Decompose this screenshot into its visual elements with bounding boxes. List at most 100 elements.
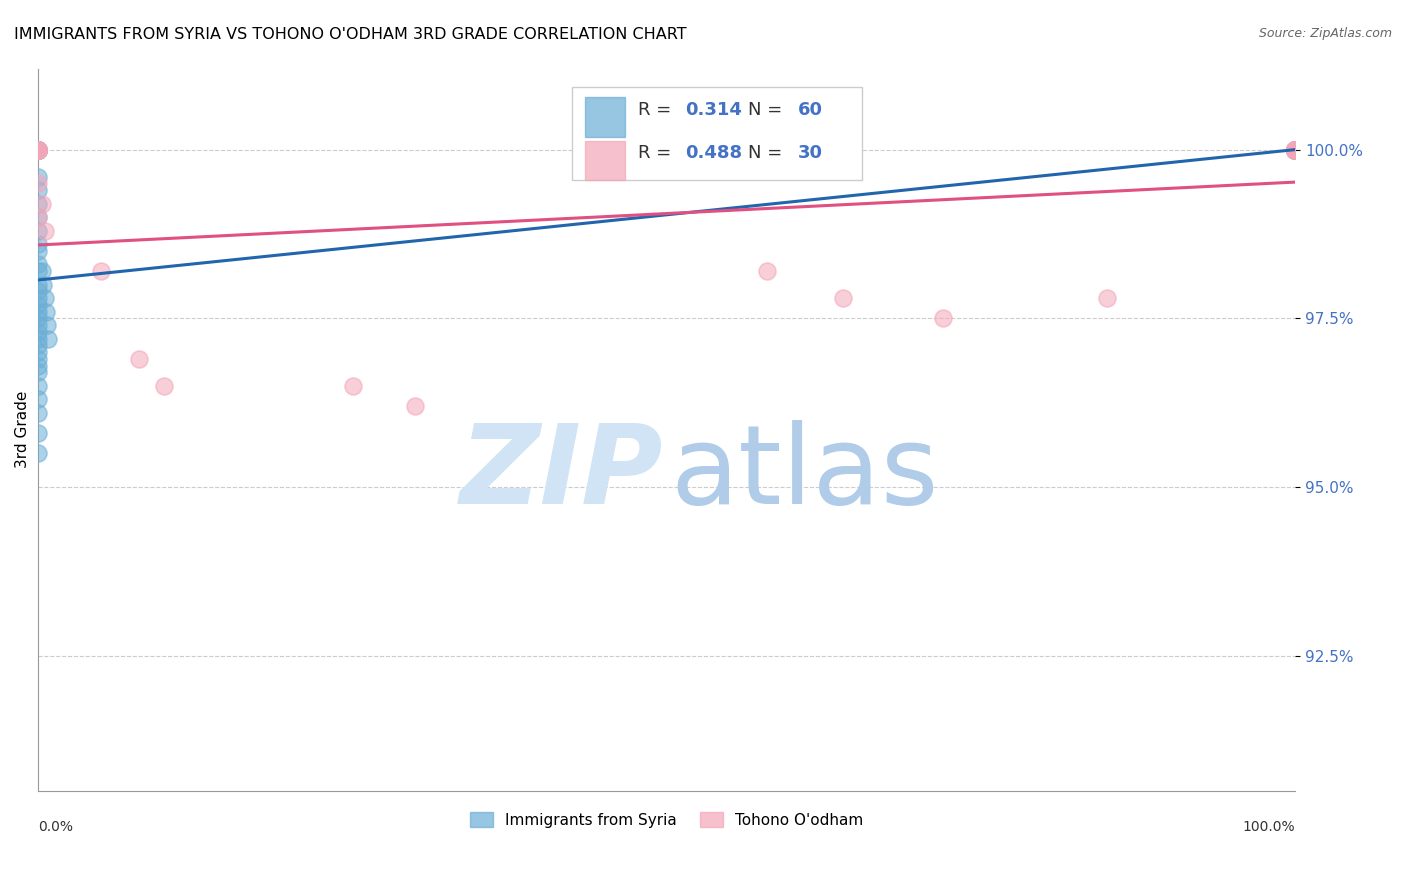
- Point: [35, 304, 58, 318]
- Point: [1284, 143, 1306, 157]
- Point: [1284, 143, 1306, 157]
- Point: [1284, 143, 1306, 157]
- Point: [27, 183, 49, 197]
- Point: [1284, 143, 1306, 157]
- Point: [1284, 143, 1306, 157]
- Point: [1284, 143, 1306, 157]
- Text: 60: 60: [797, 101, 823, 119]
- Point: [27, 351, 49, 366]
- Point: [1284, 143, 1306, 157]
- Point: [1284, 143, 1306, 157]
- Point: [27, 169, 49, 184]
- Point: [27, 264, 49, 278]
- Point: [27, 257, 49, 271]
- Point: [27, 143, 49, 157]
- Text: atlas: atlas: [671, 419, 939, 526]
- Point: [1284, 143, 1306, 157]
- Legend: Immigrants from Syria, Tohono O'odham: Immigrants from Syria, Tohono O'odham: [464, 805, 869, 834]
- Point: [37, 318, 59, 332]
- Bar: [585, 141, 626, 180]
- Point: [27, 298, 49, 312]
- Text: R =: R =: [638, 145, 676, 162]
- Point: [27, 406, 49, 420]
- Text: 100.0%: 100.0%: [1243, 820, 1295, 834]
- Point: [27, 392, 49, 407]
- Point: [27, 143, 49, 157]
- Point: [27, 379, 49, 393]
- Point: [27, 365, 49, 379]
- Point: [1284, 143, 1306, 157]
- Point: [27, 143, 49, 157]
- Point: [27, 237, 49, 252]
- FancyBboxPatch shape: [572, 87, 862, 180]
- Point: [1284, 143, 1306, 157]
- Point: [756, 264, 779, 278]
- Point: [27, 143, 49, 157]
- Text: R =: R =: [638, 101, 676, 119]
- Point: [27, 143, 49, 157]
- Point: [27, 176, 49, 190]
- Point: [27, 143, 49, 157]
- Point: [31, 196, 53, 211]
- Text: Source: ZipAtlas.com: Source: ZipAtlas.com: [1258, 27, 1392, 40]
- Point: [27, 332, 49, 346]
- Text: N =: N =: [748, 101, 789, 119]
- Text: 0.488: 0.488: [686, 145, 742, 162]
- Point: [90, 264, 112, 278]
- Text: 30: 30: [797, 145, 823, 162]
- Point: [37, 332, 59, 346]
- Point: [1284, 143, 1306, 157]
- Point: [1284, 143, 1306, 157]
- Text: ZIP: ZIP: [460, 419, 664, 526]
- Point: [1284, 143, 1306, 157]
- Y-axis label: 3rd Grade: 3rd Grade: [15, 391, 30, 468]
- Point: [27, 345, 49, 359]
- Point: [153, 379, 176, 393]
- Point: [27, 311, 49, 326]
- Point: [1284, 143, 1306, 157]
- Point: [831, 291, 853, 305]
- Text: N =: N =: [748, 145, 789, 162]
- Point: [1284, 143, 1306, 157]
- Point: [342, 379, 364, 393]
- Point: [1284, 143, 1306, 157]
- Point: [1284, 143, 1306, 157]
- Text: 0.0%: 0.0%: [38, 820, 73, 834]
- Point: [27, 210, 49, 224]
- Text: 0.314: 0.314: [686, 101, 742, 119]
- Point: [27, 223, 49, 237]
- Point: [1284, 143, 1306, 157]
- Point: [1284, 143, 1306, 157]
- Point: [27, 143, 49, 157]
- Point: [34, 223, 56, 237]
- Point: [31, 264, 53, 278]
- Point: [27, 210, 49, 224]
- Point: [27, 143, 49, 157]
- Point: [27, 325, 49, 339]
- Point: [27, 244, 49, 258]
- Point: [27, 143, 49, 157]
- Point: [1284, 143, 1306, 157]
- Point: [27, 318, 49, 332]
- Point: [1284, 143, 1306, 157]
- Point: [128, 351, 150, 366]
- Point: [932, 311, 955, 326]
- Point: [27, 338, 49, 352]
- Point: [1284, 143, 1306, 157]
- Point: [27, 426, 49, 441]
- Point: [1284, 143, 1306, 157]
- Point: [1284, 143, 1306, 157]
- Point: [1095, 291, 1118, 305]
- Point: [1284, 143, 1306, 157]
- Point: [404, 399, 426, 413]
- Point: [34, 291, 56, 305]
- Point: [27, 304, 49, 318]
- Point: [27, 143, 49, 157]
- Point: [27, 143, 49, 157]
- Point: [27, 277, 49, 292]
- Point: [27, 291, 49, 305]
- Bar: [585, 97, 626, 137]
- Point: [27, 196, 49, 211]
- Point: [32, 277, 55, 292]
- Text: IMMIGRANTS FROM SYRIA VS TOHONO O'ODHAM 3RD GRADE CORRELATION CHART: IMMIGRANTS FROM SYRIA VS TOHONO O'ODHAM …: [14, 27, 686, 42]
